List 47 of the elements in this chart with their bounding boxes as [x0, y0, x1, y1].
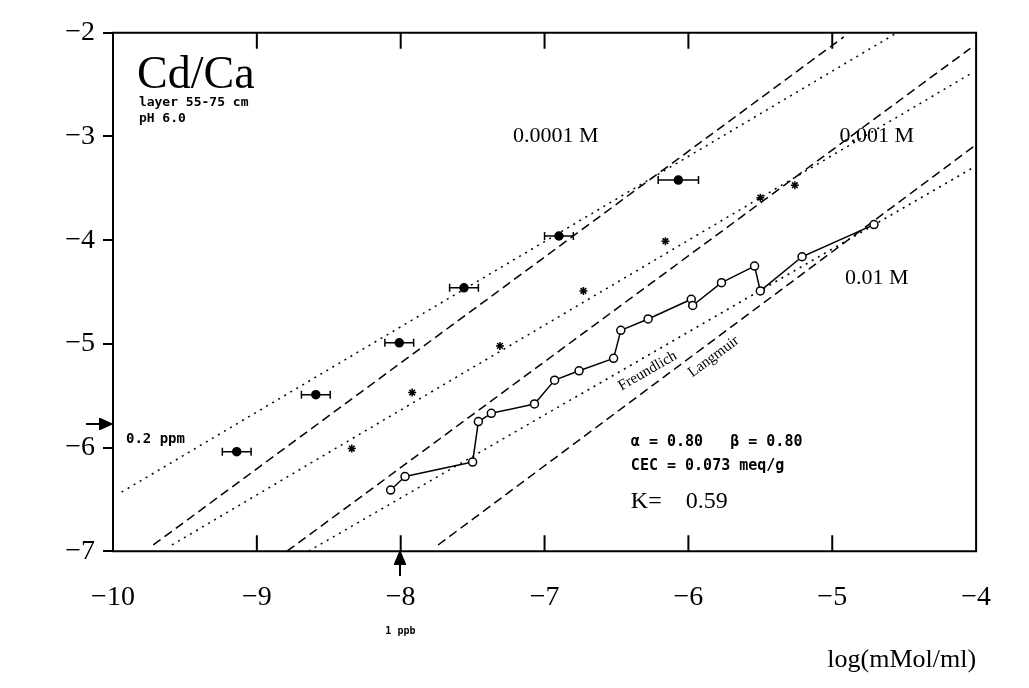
point — [660, 236, 671, 246]
y-tick-label: −3 — [65, 118, 95, 150]
annotation: 0.2 ppm — [125, 430, 185, 447]
point — [529, 399, 540, 409]
annotation: CEC = 0.073 meq/g — [630, 455, 785, 474]
point — [790, 180, 800, 190]
annotation: 0.0001 M — [512, 122, 599, 148]
point — [495, 341, 505, 351]
annotation: 0.001 M — [839, 122, 915, 148]
x-tick-label: −9 — [241, 580, 272, 612]
point — [486, 408, 497, 419]
point — [749, 261, 760, 271]
text: 1 ppb — [385, 624, 416, 636]
annotation: 0.01 M — [845, 264, 909, 290]
point — [797, 252, 807, 262]
x-tick-label: −8 — [385, 580, 416, 612]
point — [473, 416, 484, 427]
point — [616, 325, 626, 336]
point — [407, 387, 417, 398]
x-tick-label: −5 — [817, 580, 848, 612]
x-tick-label: −10 — [91, 580, 135, 612]
y-tick-label: −7 — [65, 533, 95, 565]
point — [400, 471, 410, 482]
point — [385, 485, 396, 495]
point — [755, 286, 766, 296]
point — [549, 375, 560, 385]
x-tick-label: −4 — [961, 580, 991, 612]
y-tick-label: −6 — [65, 429, 95, 461]
point — [467, 457, 478, 467]
point — [574, 366, 584, 376]
point — [643, 314, 653, 324]
annotation: pH 6.0 — [138, 109, 187, 125]
point — [869, 219, 879, 230]
point — [578, 286, 589, 296]
y-tick-label: −2 — [65, 15, 95, 47]
annotation: α = 0.80 β = 0.80 — [630, 432, 803, 451]
x-tick-label: −7 — [529, 580, 560, 612]
point — [687, 300, 698, 311]
x-axis-title: log(mMol/ml) — [827, 644, 977, 674]
y-tick-label: −4 — [65, 222, 95, 254]
point — [347, 443, 357, 454]
point — [755, 192, 766, 203]
point — [716, 277, 727, 288]
y-tick-label: −5 — [65, 326, 95, 358]
annotation: K= 0.59 — [630, 487, 728, 514]
x-tick-label: −6 — [673, 580, 704, 612]
annotation: layer 55-75 cm — [138, 94, 249, 110]
